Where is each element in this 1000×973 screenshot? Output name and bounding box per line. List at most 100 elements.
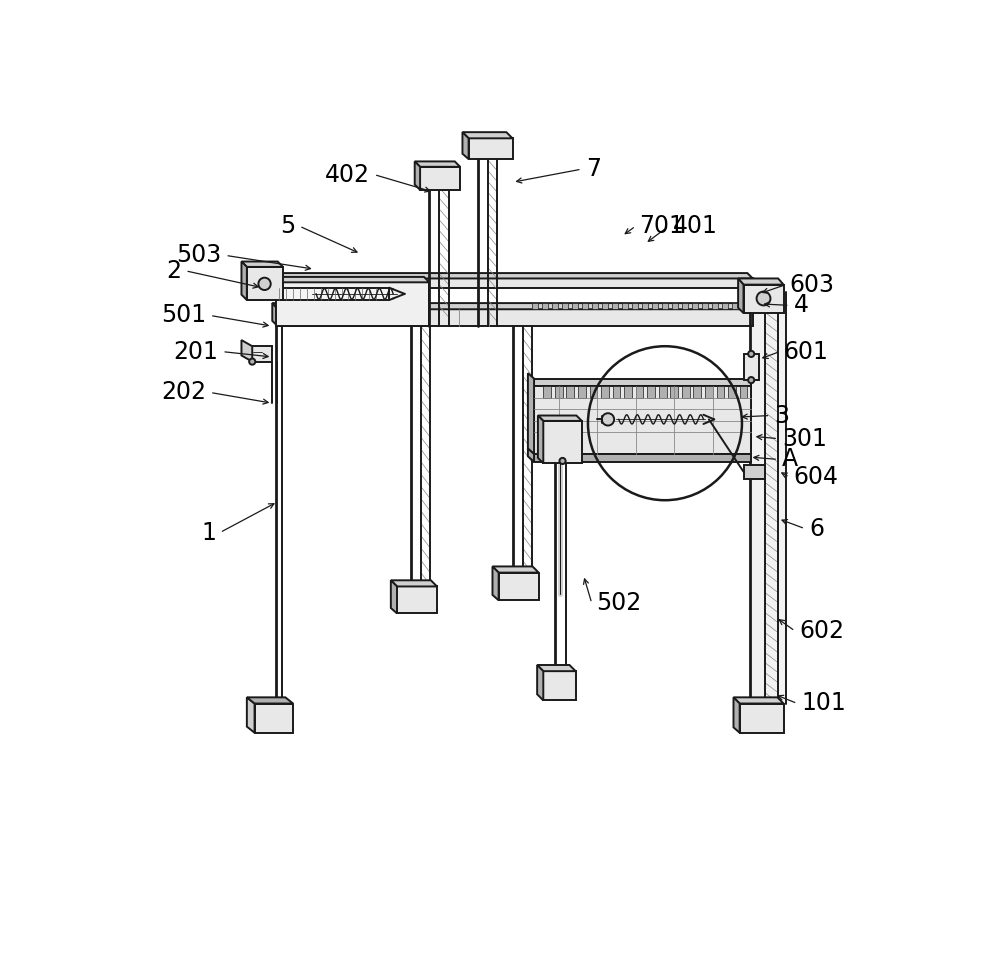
Polygon shape <box>632 304 638 309</box>
Polygon shape <box>462 132 469 160</box>
Text: 701: 701 <box>640 214 684 238</box>
Polygon shape <box>670 386 678 398</box>
Circle shape <box>559 458 566 464</box>
Polygon shape <box>469 138 512 160</box>
Polygon shape <box>740 386 747 398</box>
Polygon shape <box>555 386 563 398</box>
Circle shape <box>748 377 754 383</box>
Polygon shape <box>566 386 574 398</box>
Polygon shape <box>247 698 255 733</box>
Polygon shape <box>613 386 620 398</box>
Polygon shape <box>732 304 738 309</box>
Polygon shape <box>241 340 252 362</box>
Polygon shape <box>602 304 608 309</box>
Polygon shape <box>397 587 437 613</box>
Polygon shape <box>492 566 539 572</box>
Polygon shape <box>415 162 460 166</box>
Polygon shape <box>738 278 784 285</box>
Polygon shape <box>538 415 582 421</box>
Text: 101: 101 <box>801 692 846 715</box>
Polygon shape <box>499 572 539 600</box>
Text: 2: 2 <box>166 259 181 283</box>
Text: 602: 602 <box>799 619 844 643</box>
Text: 7: 7 <box>586 157 601 181</box>
Polygon shape <box>241 262 283 267</box>
Polygon shape <box>705 386 713 398</box>
Polygon shape <box>247 267 283 300</box>
Polygon shape <box>462 132 512 138</box>
Polygon shape <box>276 282 429 326</box>
Text: 5: 5 <box>280 214 295 238</box>
Circle shape <box>258 277 271 290</box>
Polygon shape <box>636 386 643 398</box>
Polygon shape <box>647 386 655 398</box>
Polygon shape <box>271 277 429 282</box>
Polygon shape <box>733 698 784 703</box>
Polygon shape <box>528 449 534 462</box>
Polygon shape <box>728 386 736 398</box>
Text: 601: 601 <box>784 340 828 364</box>
Text: 202: 202 <box>161 380 206 405</box>
Polygon shape <box>542 304 548 309</box>
Polygon shape <box>534 386 751 454</box>
Polygon shape <box>717 386 724 398</box>
Polygon shape <box>247 698 293 703</box>
Polygon shape <box>601 386 609 398</box>
Polygon shape <box>543 421 582 463</box>
Polygon shape <box>278 309 753 326</box>
Polygon shape <box>672 304 678 309</box>
Circle shape <box>602 414 614 425</box>
Text: 301: 301 <box>782 426 827 450</box>
Polygon shape <box>733 698 740 733</box>
Polygon shape <box>537 665 576 671</box>
Polygon shape <box>537 665 543 701</box>
Polygon shape <box>391 580 437 587</box>
Text: 502: 502 <box>596 592 641 615</box>
Polygon shape <box>682 304 688 309</box>
Polygon shape <box>740 703 784 733</box>
Text: 603: 603 <box>790 272 835 297</box>
Polygon shape <box>492 566 499 600</box>
Polygon shape <box>534 454 751 462</box>
Polygon shape <box>702 304 708 309</box>
Polygon shape <box>534 378 751 386</box>
Polygon shape <box>750 292 786 703</box>
Polygon shape <box>693 386 701 398</box>
Polygon shape <box>744 465 765 479</box>
Text: 1: 1 <box>201 521 216 545</box>
Polygon shape <box>642 304 648 309</box>
Polygon shape <box>742 304 748 309</box>
Text: 402: 402 <box>325 162 370 187</box>
Polygon shape <box>272 304 278 326</box>
Polygon shape <box>738 278 744 313</box>
Circle shape <box>757 292 770 306</box>
Text: 201: 201 <box>173 340 218 364</box>
Polygon shape <box>662 304 668 309</box>
Polygon shape <box>272 304 753 309</box>
Polygon shape <box>278 288 389 300</box>
Polygon shape <box>528 374 534 454</box>
Polygon shape <box>652 304 658 309</box>
Polygon shape <box>532 304 538 309</box>
Polygon shape <box>538 415 543 463</box>
Polygon shape <box>572 304 578 309</box>
Polygon shape <box>241 262 247 300</box>
Polygon shape <box>744 354 759 380</box>
Polygon shape <box>722 304 728 309</box>
Text: A: A <box>782 448 798 471</box>
Polygon shape <box>552 304 558 309</box>
Polygon shape <box>278 278 753 288</box>
Text: 6: 6 <box>809 517 824 541</box>
Circle shape <box>249 358 255 365</box>
Polygon shape <box>543 386 551 398</box>
Polygon shape <box>682 386 690 398</box>
Polygon shape <box>251 346 272 362</box>
Text: 604: 604 <box>794 465 839 489</box>
Polygon shape <box>562 304 568 309</box>
Polygon shape <box>624 386 632 398</box>
Polygon shape <box>415 162 420 190</box>
Polygon shape <box>659 386 666 398</box>
Polygon shape <box>592 304 598 309</box>
Polygon shape <box>582 304 588 309</box>
Text: 4: 4 <box>794 294 809 317</box>
